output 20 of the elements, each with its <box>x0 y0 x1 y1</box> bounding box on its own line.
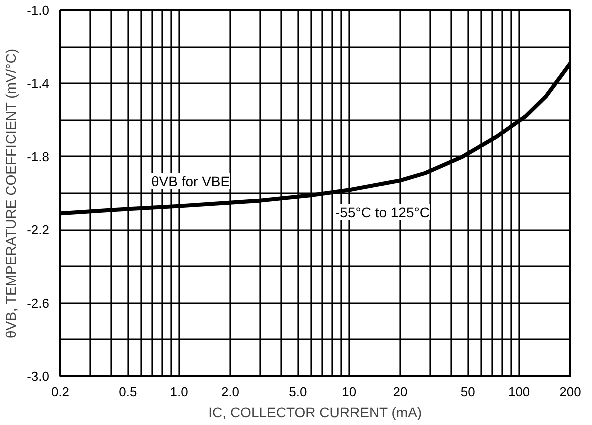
x-tick-label: 200 <box>560 384 582 400</box>
x-tick-label: 2.0 <box>221 384 240 400</box>
x-tick-label: 0.5 <box>119 384 138 400</box>
annotation: -55°C to 125°C <box>336 204 430 220</box>
y-tick-label: -1.4 <box>27 76 50 92</box>
y-tick-label: -3.0 <box>27 369 50 384</box>
y-tick-label: -2.2 <box>27 222 50 238</box>
x-tick-label: 100 <box>508 384 530 400</box>
x-tick-label: 0.2 <box>51 384 70 400</box>
x-tick-label: 10 <box>342 384 357 400</box>
x-axis-title: IC, COLLECTOR CURRENT (mA) <box>208 404 422 420</box>
x-tick-label: 1.0 <box>170 384 188 400</box>
x-tick-label: 50 <box>460 384 476 400</box>
y-tick-label: -1.0 <box>27 3 50 18</box>
y-tick-label: -1.8 <box>27 149 50 164</box>
x-tick-label: 5.0 <box>289 384 308 400</box>
x-tick-label: 20 <box>393 384 408 400</box>
annotation: θVB for VBE <box>152 174 230 190</box>
y-axis-title: θVB, TEMPERATURE COEFFICIENT (mV/°C) <box>3 48 20 339</box>
y-tick-label: -2.6 <box>27 296 50 311</box>
